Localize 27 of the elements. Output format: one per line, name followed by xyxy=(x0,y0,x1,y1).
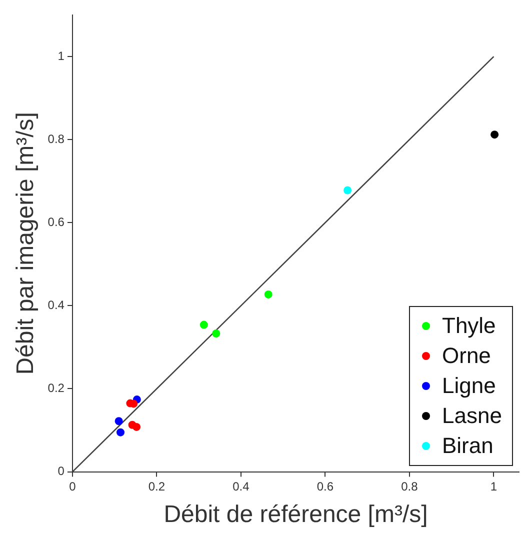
point xyxy=(116,428,125,436)
point xyxy=(344,186,352,194)
legend-label: Biran xyxy=(442,432,494,460)
y-tick-label: 0.4 xyxy=(48,298,65,312)
y-tick-label: 0.6 xyxy=(48,214,65,229)
point xyxy=(114,417,123,426)
x-tick-label: 0.6 xyxy=(316,479,334,494)
x-tick-label: 1 xyxy=(490,479,498,494)
x-tick-label: 0 xyxy=(69,479,76,494)
legend-label: Orne xyxy=(442,342,491,370)
point xyxy=(132,422,141,431)
y-axis-title: Débit par imagerie [m³/s] xyxy=(12,112,40,375)
legend-label: Ligne xyxy=(442,372,496,400)
point xyxy=(490,130,499,139)
x-tick-label: 0.8 xyxy=(401,479,418,494)
x-tick-label: 0.4 xyxy=(232,479,250,494)
legend-label: Thyle xyxy=(442,312,496,340)
y-tick-label: 1 xyxy=(58,48,65,63)
x-tick-label: 0.2 xyxy=(148,479,166,494)
point xyxy=(212,330,220,338)
x-axis-title: Débit de référence [m³/s] xyxy=(164,501,428,528)
legend-label: Lasne xyxy=(442,402,502,430)
point xyxy=(200,320,208,329)
y-tick-label: 0.8 xyxy=(48,132,65,146)
y-tick-label: 0.2 xyxy=(48,381,65,396)
point xyxy=(264,290,272,298)
y-tick-label: 0 xyxy=(58,464,65,478)
